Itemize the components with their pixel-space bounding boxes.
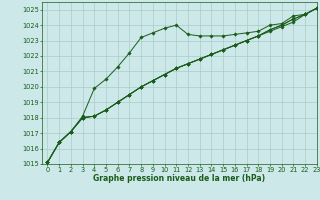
X-axis label: Graphe pression niveau de la mer (hPa): Graphe pression niveau de la mer (hPa) (93, 174, 265, 183)
